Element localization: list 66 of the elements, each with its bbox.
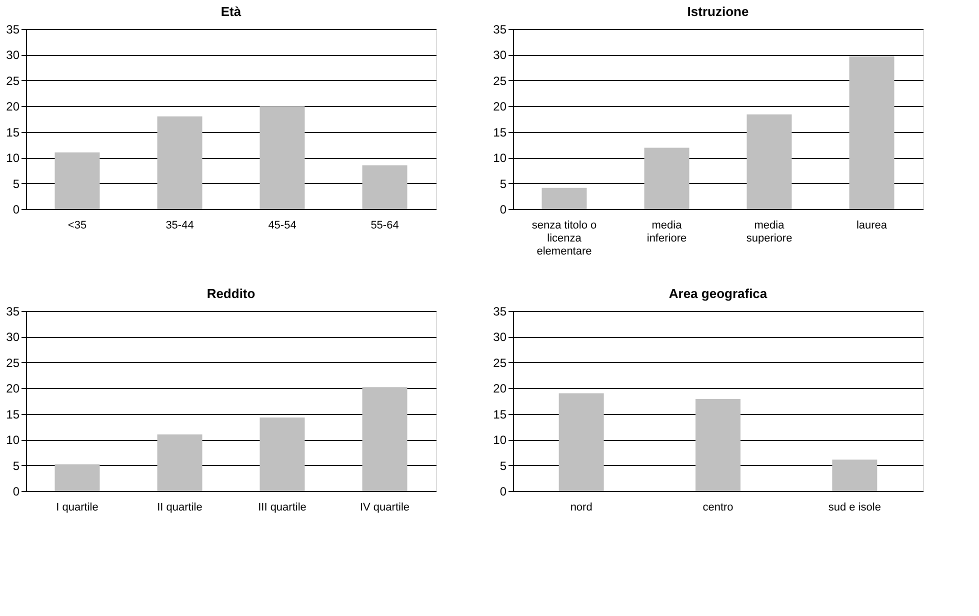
y-tick-label: 30 xyxy=(6,330,20,344)
chart-title: Età xyxy=(220,4,242,19)
y-tick-label: 20 xyxy=(6,100,20,114)
y-tick-label: 15 xyxy=(6,125,20,140)
x-tick-label: 35-44 xyxy=(166,220,194,232)
y-tick-label: 25 xyxy=(493,356,507,370)
y-tick-label: 15 xyxy=(493,407,507,422)
x-tick-label: centro xyxy=(702,502,734,514)
x-tick-label: sud e isole xyxy=(828,502,881,514)
y-tick-label: 30 xyxy=(6,48,20,62)
y-tick-label: 0 xyxy=(12,202,20,216)
x-tick-label: media inferiore xyxy=(646,220,687,244)
bar xyxy=(644,148,690,209)
chart-title: Istruzione xyxy=(687,4,749,19)
y-tick-label: 35 xyxy=(6,304,20,318)
bar xyxy=(542,188,587,209)
bar xyxy=(54,464,100,491)
x-tick-label: IV quartile xyxy=(360,502,410,514)
bar xyxy=(696,398,740,491)
y-tick-label: 5 xyxy=(500,176,507,191)
y-tick-label: 30 xyxy=(493,48,507,62)
bar xyxy=(362,165,408,209)
chart-title: Reddito xyxy=(206,286,256,301)
x-tick-label: 55-64 xyxy=(370,220,399,232)
bar xyxy=(746,114,792,209)
y-tick-label: 5 xyxy=(12,458,20,473)
y-tick-label: 25 xyxy=(6,356,20,370)
y-tick-label: 35 xyxy=(493,304,507,318)
bar xyxy=(157,434,202,491)
y-tick-label: 10 xyxy=(493,433,507,448)
y-tick-label: 10 xyxy=(6,151,20,166)
y-tick-label: 10 xyxy=(6,433,20,448)
x-tick-label: <35 xyxy=(68,220,87,232)
y-tick-label: 20 xyxy=(493,100,507,114)
x-tick-label: laurea xyxy=(856,220,888,232)
bar xyxy=(157,116,202,209)
y-tick-label: 30 xyxy=(493,330,507,344)
y-tick-label: 20 xyxy=(493,382,507,396)
bar xyxy=(362,387,408,491)
y-tick-label: 15 xyxy=(493,125,507,140)
bar xyxy=(832,460,878,491)
x-tick-label: nord xyxy=(570,502,592,514)
x-tick-label: I quartile xyxy=(56,502,98,514)
bar xyxy=(558,393,604,491)
y-tick-label: 0 xyxy=(500,484,507,498)
x-tick-label: senza titolo o licenza elementare xyxy=(532,220,597,258)
y-tick-label: 20 xyxy=(6,382,20,396)
y-tick-label: 15 xyxy=(6,407,20,422)
chart-title: Area geografica xyxy=(668,286,768,301)
y-tick-label: 35 xyxy=(493,22,507,36)
bar xyxy=(260,106,305,209)
x-tick-label: III quartile xyxy=(258,502,306,514)
y-tick-label: 0 xyxy=(500,202,507,216)
y-tick-label: 35 xyxy=(6,22,20,36)
y-tick-label: 5 xyxy=(12,176,20,191)
y-tick-label: 10 xyxy=(493,151,507,166)
bar xyxy=(849,56,894,209)
y-tick-label: 25 xyxy=(493,74,507,88)
bar xyxy=(260,417,305,491)
x-tick-label: II quartile xyxy=(157,502,202,514)
y-tick-label: 25 xyxy=(6,74,20,88)
bar xyxy=(54,152,100,209)
y-tick-label: 5 xyxy=(500,458,507,473)
x-tick-label: 45-54 xyxy=(268,220,296,232)
x-tick-label: media superiore xyxy=(746,220,792,244)
y-tick-label: 0 xyxy=(12,484,20,498)
